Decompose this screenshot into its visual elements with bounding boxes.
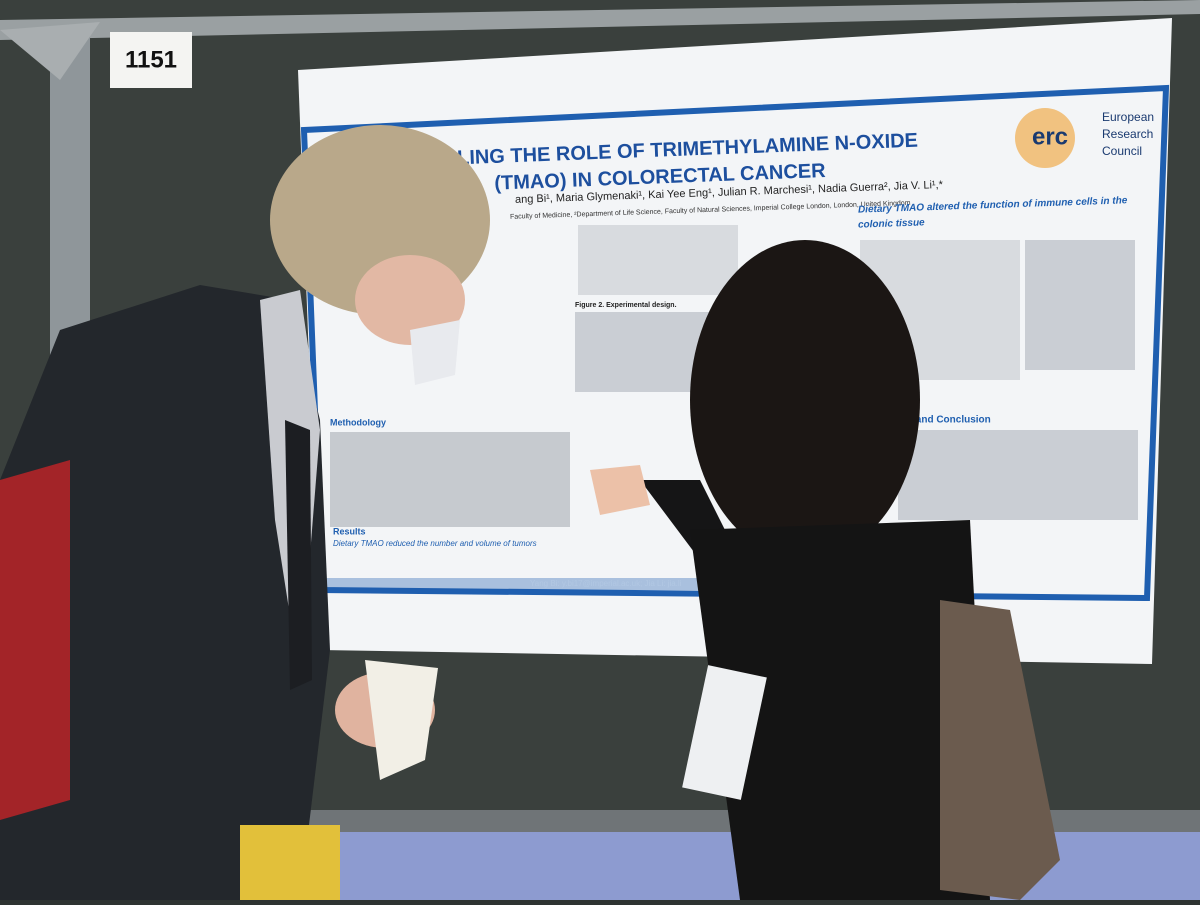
funder-line: Research bbox=[1102, 127, 1153, 141]
woman bbox=[590, 240, 1060, 900]
contact: Yang Bi: y.bi17@imperial.ac.uk; Jia Li: … bbox=[530, 579, 682, 588]
man bbox=[0, 125, 490, 900]
frame-top bbox=[0, 0, 1200, 40]
erc-logo: erc bbox=[1032, 123, 1068, 150]
section-heading: Methodology bbox=[330, 417, 386, 427]
funder-line: European bbox=[1102, 110, 1154, 124]
board-base bbox=[250, 810, 1200, 832]
frame-corner bbox=[0, 22, 100, 80]
section-heading: Results bbox=[333, 526, 366, 536]
number-card bbox=[110, 32, 192, 88]
section-heading: ion and Conclusion bbox=[898, 415, 991, 426]
board-number: 1151 bbox=[125, 46, 177, 73]
section-heading: colonic tissue bbox=[858, 217, 925, 230]
erc-logo-burst bbox=[1015, 108, 1075, 168]
figure-caption: Figure 2. Experimental design. bbox=[575, 302, 677, 309]
footer-bar bbox=[325, 578, 705, 590]
section-subheading: Dietary TMAO reduced the number and volu… bbox=[333, 539, 537, 548]
funder-line: Council bbox=[1102, 144, 1142, 158]
